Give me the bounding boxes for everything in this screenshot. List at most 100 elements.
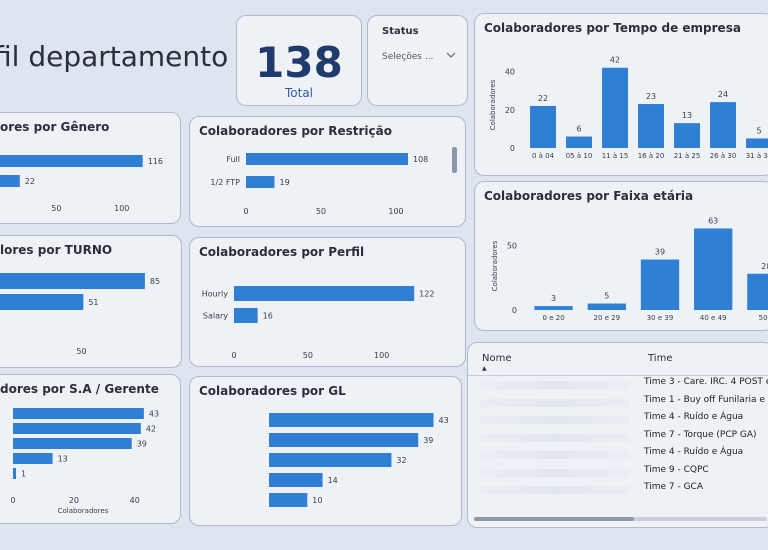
gl-data-label-4: 10 [312, 496, 322, 505]
column-header-nome[interactable]: Nome [482, 353, 512, 364]
restricao-category-0: Full [226, 155, 240, 164]
status-dropdown[interactable]: Seleções ... [382, 48, 456, 66]
genero-data-label-1: 22 [25, 177, 35, 186]
gerente-data-label-1: 42 [146, 425, 156, 434]
gerente-bar-0 [13, 408, 144, 419]
table-row[interactable]: Time 9 - CQPC [468, 465, 768, 482]
restricao-bar-1 [246, 176, 275, 188]
faixa-y-axis-label: Colaboradores [491, 240, 499, 291]
kpi-value: 138 [255, 38, 343, 87]
restricao-category-1: 1/2 FTP [210, 178, 240, 187]
table-cell-time: Time 7 - GCA [644, 482, 703, 492]
gl-data-label-3: 14 [328, 476, 338, 485]
horizontal-scrollbar-thumb[interactable] [474, 517, 634, 521]
page-title: fil departamento [0, 40, 229, 73]
gl-bar-2 [269, 453, 392, 467]
table-row[interactable]: Time 4 - Ruído e Água [468, 412, 768, 429]
perfil-data-label-1: 16 [263, 312, 273, 321]
table-cell-name-redacted [480, 468, 630, 477]
faixa-data-label-1: 5 [604, 292, 609, 301]
tempo-data-label-0: 22 [538, 94, 548, 103]
restricao-x-tick-0: 0 [243, 207, 248, 216]
table-cell-time: Time 4 - Ruído e Água [644, 412, 744, 422]
gerente-x-tick-2: 40 [130, 496, 140, 505]
turno-bar-1 [0, 294, 84, 310]
gerente-bar-4 [13, 468, 17, 479]
chart-title-genero: ores por Gênero [0, 120, 110, 134]
turno-x-tick-0: 50 [76, 347, 86, 356]
tempo-y-axis-label: Colaboradores [489, 79, 497, 130]
tempo-bar-2 [602, 67, 628, 148]
chart-card-turno[interactable]: lores por TURNO 85 51 50 [0, 235, 182, 368]
chart-card-gerente[interactable]: dores por S.A / Gerente 43 42 39 13 1 0 20 40 Co… [0, 374, 181, 524]
tempo-x-tick-5: 26 à 30 [710, 152, 737, 160]
tempo-bar-3 [638, 104, 664, 148]
gl-data-label-2: 32 [396, 456, 406, 465]
table-row[interactable]: Time 7 - GCA [468, 482, 768, 499]
table-card-colaboradores[interactable]: Nome ▲ Time Time 3 - Care. IRC. 4 POST e… [467, 342, 768, 528]
genero-x-tick-1: 100 [114, 204, 129, 213]
kpi-card-total[interactable]: 138 Total [236, 15, 362, 106]
column-header-time[interactable]: Time [648, 353, 673, 364]
chart-card-gl[interactable]: Colaboradores por GL 43 39 32 14 10 [189, 376, 462, 526]
restricao-x-tick-1: 50 [316, 207, 326, 216]
table-header: Nome ▲ Time [468, 343, 768, 376]
tempo-data-label-6: 5 [756, 126, 761, 135]
table-cell-time: Time 1 - Buy off Funilaria e [644, 394, 765, 405]
genero-bar-0 [0, 155, 143, 167]
chart-card-restricao[interactable]: Colaboradores por Restrição 108 Full 19 1/2… [189, 116, 466, 227]
restricao-data-label-1: 19 [280, 178, 290, 187]
chart-gerente: 43 42 39 13 1 0 20 40 Colaboradores [10, 408, 159, 515]
faixa-bar-0 [534, 306, 573, 310]
restricao-x-tick-2: 100 [388, 207, 403, 216]
gerente-x-tick-0: 0 [10, 496, 15, 505]
chart-card-perfil[interactable]: Colaboradores por Perfil 122 Hourly 16 Sala… [189, 237, 466, 367]
gerente-data-label-2: 39 [137, 440, 147, 449]
status-dropdown-value: Seleções ... [382, 52, 434, 62]
faixa-bar-4 [747, 273, 768, 310]
table-row[interactable]: Time 4 - Ruído e Água [468, 447, 768, 464]
faixa-y-tick-1: 0 [512, 306, 517, 315]
tempo-y-tick-1: 20 [505, 106, 515, 115]
chart-title-turno: lores por TURNO [0, 243, 113, 257]
gl-data-label-1: 39 [423, 436, 433, 445]
chart-gl: 43 39 32 14 10 [269, 413, 449, 507]
faixa-x-tick-2: 30 e 39 [647, 314, 674, 322]
turno-bar-0 [0, 273, 145, 289]
chart-card-faixa-etaria[interactable]: Colaboradores por Faixa etária Colaborad… [474, 181, 768, 331]
tempo-bar-0 [530, 105, 556, 148]
perfil-x-tick-1: 50 [303, 351, 313, 360]
chart-card-genero[interactable]: ores por Gênero 116 22 50 100 [0, 112, 181, 224]
table-row[interactable]: Time 3 - Care. IRC. 4 POST e [468, 377, 768, 394]
tempo-y-tick-0: 40 [505, 68, 515, 77]
gerente-data-label-0: 43 [149, 410, 159, 419]
gerente-bar-3 [13, 453, 53, 464]
tempo-x-tick-2: 11 à 15 [602, 152, 629, 160]
faixa-bar-3 [694, 228, 733, 310]
table-cell-name-redacted [480, 451, 630, 459]
status-filter-title: Status [382, 26, 419, 37]
restricao-data-label-0: 108 [413, 155, 428, 164]
faixa-x-tick-0: 0 e 20 [543, 314, 565, 322]
faixa-x-tick-3: 40 e 49 [700, 314, 727, 322]
perfil-category-0: Hourly [202, 290, 228, 299]
turno-data-label-0: 85 [150, 277, 160, 286]
gl-bar-0 [269, 413, 434, 427]
chart-genero: 116 22 50 100 [0, 155, 163, 213]
chart-card-tempo-empresa[interactable]: Colaboradores por Tempo de empresa Colab… [474, 13, 768, 176]
gerente-bar-1 [13, 423, 141, 434]
sort-asc-icon[interactable]: ▲ [482, 365, 487, 372]
vertical-scrollbar[interactable] [452, 147, 457, 173]
chart-title-faixa: Colaboradores por Faixa etária [484, 189, 694, 203]
table-row[interactable]: Time 7 - Torque (PCP GA) [468, 430, 768, 447]
tempo-bar-1 [566, 136, 592, 148]
table-cell-name-redacted [480, 398, 630, 407]
kpi-label: Total [284, 86, 314, 100]
restricao-bar-0 [246, 153, 408, 165]
faixa-x-tick-1: 20 e 29 [594, 314, 621, 322]
tempo-x-tick-1: 05 à 10 [566, 152, 593, 160]
tempo-bar-6 [746, 138, 768, 148]
chart-perfil: 122 Hourly 16 Salary 0 50 100 [202, 286, 434, 360]
table-row[interactable]: Time 1 - Buy off Funilaria e [468, 395, 768, 412]
chart-title-tempo: Colaboradores por Tempo de empresa [484, 21, 741, 35]
